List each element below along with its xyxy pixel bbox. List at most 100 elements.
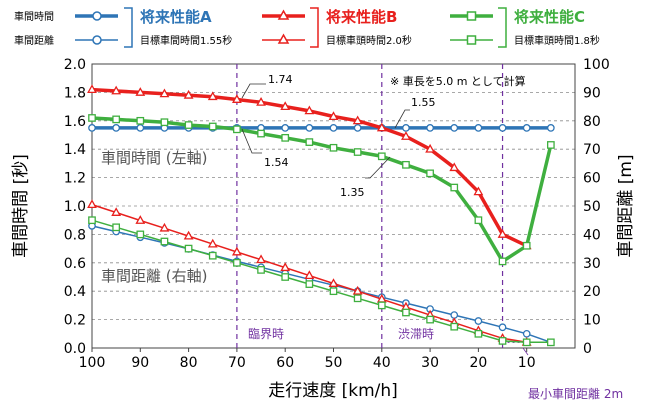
- x-tick-label-60: 60: [276, 355, 294, 371]
- legend-b-title: 将来性能B: [326, 8, 397, 26]
- point-time-1-14: [425, 143, 436, 153]
- point-distance-5-4: [184, 244, 193, 253]
- point-distance-4-10: [328, 278, 339, 287]
- x-tick-label-50: 50: [325, 355, 343, 371]
- point-distance-4-3: [159, 222, 170, 232]
- y2-axis-title: 車間距離 [m]: [616, 154, 636, 257]
- y2-tick-label-6: 60: [583, 171, 601, 187]
- legend-a-title: 将来性能A: [140, 8, 212, 26]
- annot-135-leader: [365, 156, 391, 179]
- point-distance-5-14: [426, 315, 434, 324]
- point-distance-5-12: [377, 301, 386, 310]
- min-distance-label: 最小車間距離 2m: [528, 387, 623, 401]
- point-time-0-11: [353, 124, 362, 132]
- annot-174: 1.74: [268, 73, 293, 86]
- legend-a-bracket: [124, 7, 133, 48]
- x-tick-label-70: 70: [228, 355, 246, 371]
- legend-b-sub: 目標車頭時間2.0秒: [326, 34, 412, 47]
- point-time-1-2: [135, 87, 146, 96]
- legend-c-sub: 目標車頭時間1.8秒: [514, 34, 600, 47]
- annot-155: 1.55: [411, 96, 436, 109]
- point-distance-5-10: [329, 287, 338, 296]
- y-tick-label-0: 0.0: [64, 341, 86, 357]
- point-time-1-1: [111, 85, 122, 95]
- point-time-2-17: [498, 257, 507, 266]
- y2-tick-label-2: 20: [583, 284, 601, 300]
- point-distance-4-8: [280, 262, 291, 272]
- point-time-1-5: [207, 91, 218, 101]
- legend: 車間時間 車間距離 将来性能A 目標車間時間1.55秒 将来性能B 目標車頭時間…: [14, 7, 600, 48]
- point-time-1-12: [376, 122, 387, 132]
- y2-tick-label-9: 90: [583, 85, 601, 101]
- point-distance-3-17: [498, 323, 507, 332]
- point-time-1-0: [87, 84, 97, 94]
- annot-154-leader: [241, 128, 262, 154]
- x-ticks: 100 90 80 70 60 50 40 30 20 10: [79, 348, 536, 371]
- point-distance-5-3: [160, 237, 169, 246]
- point-time-2-6: [233, 125, 241, 134]
- annot-135: 1.35: [340, 186, 365, 199]
- point-time-0-1: [112, 124, 121, 132]
- y-axis-title: 車間時間 [秒]: [11, 154, 31, 258]
- point-time-1-16: [473, 186, 484, 196]
- point-time-0-14: [426, 124, 434, 132]
- point-time-2-16: [474, 216, 483, 225]
- point-time-1-6: [231, 94, 242, 103]
- x-tick-label-90: 90: [131, 355, 149, 371]
- x-axis-title: 走行速度 [km/h]: [268, 381, 398, 401]
- point-distance-4-6: [231, 246, 242, 256]
- point-time-2-2: [136, 116, 145, 125]
- point-time-1-15: [449, 162, 460, 172]
- y2-tick-label-5: 50: [583, 199, 601, 215]
- point-time-0-15: [450, 124, 459, 132]
- point-distance-5-0: [88, 216, 96, 225]
- inner-label-time: 車間時間 (左軸): [101, 149, 207, 167]
- point-time-0-9: [305, 124, 314, 132]
- y-tick-label-5: 1.0: [64, 199, 86, 215]
- point-time-2-5: [208, 122, 217, 131]
- y-tick-label-8: 1.6: [64, 114, 86, 130]
- point-time-0-13: [402, 124, 410, 132]
- point-time-1-7: [256, 97, 266, 106]
- point-distance-4-0: [87, 199, 97, 209]
- min-distance-leader: [522, 347, 529, 356]
- point-distance-4-7: [256, 254, 266, 264]
- point-time-0-10: [329, 124, 338, 132]
- point-time-1-3: [159, 88, 170, 98]
- y2-tick-label-8: 80: [583, 114, 601, 130]
- point-time-1-4: [183, 89, 194, 99]
- point-time-2-13: [402, 160, 410, 169]
- point-distance-5-5: [208, 251, 217, 260]
- legend-b-dist-marker: [277, 33, 290, 44]
- congestion-label: 渋滞時: [398, 327, 434, 341]
- point-distance-5-11: [353, 294, 362, 303]
- x-tick-label-10: 10: [518, 355, 536, 371]
- legend-a-sub: 目標車間時間1.55秒: [140, 34, 232, 47]
- y2-tick-label-10: 100: [583, 57, 610, 73]
- series-distance-5: [88, 216, 555, 347]
- point-time-2-19: [547, 141, 555, 149]
- y2-tick-label-1: 10: [583, 313, 601, 329]
- series-line-distance-3: [91, 225, 552, 344]
- point-time-2-4: [184, 121, 193, 129]
- y2-tick-label-7: 70: [583, 142, 601, 158]
- point-time-2-15: [450, 183, 459, 192]
- point-distance-5-2: [136, 230, 145, 239]
- series-line-distance-5: [91, 219, 551, 344]
- y-tick-label-4: 0.8: [64, 227, 86, 243]
- point-time-2-1: [112, 115, 120, 124]
- y-tick-label-9: 1.8: [64, 85, 86, 101]
- legend-c-title: 将来性能C: [514, 8, 585, 26]
- point-time-1-9: [304, 105, 315, 115]
- series-time-2: [88, 114, 555, 266]
- series-line-time-2: [91, 116, 553, 264]
- point-time-0-16: [474, 124, 483, 132]
- point-distance-5-1: [112, 223, 120, 232]
- point-distance-3-16: [474, 317, 483, 325]
- x-tick-label-80: 80: [180, 355, 198, 371]
- x-tick-label-30: 30: [421, 355, 439, 371]
- point-time-0-18: [522, 124, 531, 132]
- point-time-2-14: [426, 169, 434, 178]
- inner-label-distance: 車間距離 (右軸): [101, 267, 207, 285]
- point-time-0-19: [546, 124, 555, 132]
